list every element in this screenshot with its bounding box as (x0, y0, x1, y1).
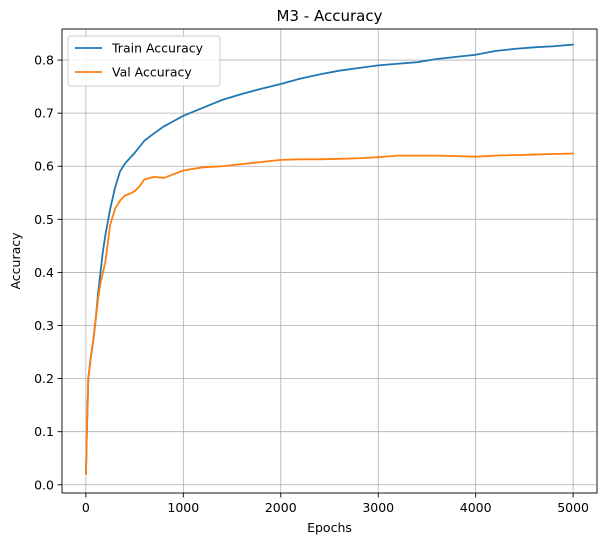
x-tick-label: 0 (82, 500, 90, 515)
x-tick-label: 3000 (362, 500, 394, 515)
y-tick-label: 0.1 (34, 424, 54, 439)
grid (62, 29, 597, 493)
y-tick-label: 0.0 (34, 477, 54, 492)
y-tick-label: 0.2 (34, 371, 54, 386)
y-axis: 0.0 0.1 0.2 0.3 0.4 0.5 0.6 0.7 0.8 (34, 53, 62, 492)
legend: Train Accuracy Val Accuracy (67, 35, 221, 87)
series-layer (85, 43, 575, 476)
legend-label-val: Val Accuracy (112, 65, 192, 80)
x-tick-label: 1000 (167, 500, 199, 515)
x-tick-label: 5000 (557, 500, 589, 515)
series-line-train-accuracy (85, 43, 575, 476)
y-axis-title: Accuracy (8, 232, 23, 290)
x-tick-label: 4000 (460, 500, 492, 515)
chart-title: M3 - Accuracy (277, 7, 383, 25)
y-tick-label: 0.3 (34, 318, 54, 333)
legend-label-train: Train Accuracy (111, 41, 204, 56)
plot-frame (61, 28, 598, 494)
y-tick-label: 0.8 (34, 53, 54, 68)
series-line-val-accuracy (85, 152, 575, 476)
x-tick-label: 2000 (265, 500, 297, 515)
y-tick-label: 0.4 (34, 265, 54, 280)
x-axis-title: Epochs (307, 520, 352, 535)
legend-box (67, 35, 221, 87)
plot-area (62, 29, 597, 493)
y-tick-label: 0.6 (34, 159, 54, 174)
y-tick-label: 0.7 (34, 106, 54, 121)
y-tick-label: 0.5 (34, 212, 54, 227)
x-axis: 0 1000 2000 3000 4000 5000 (82, 493, 589, 515)
